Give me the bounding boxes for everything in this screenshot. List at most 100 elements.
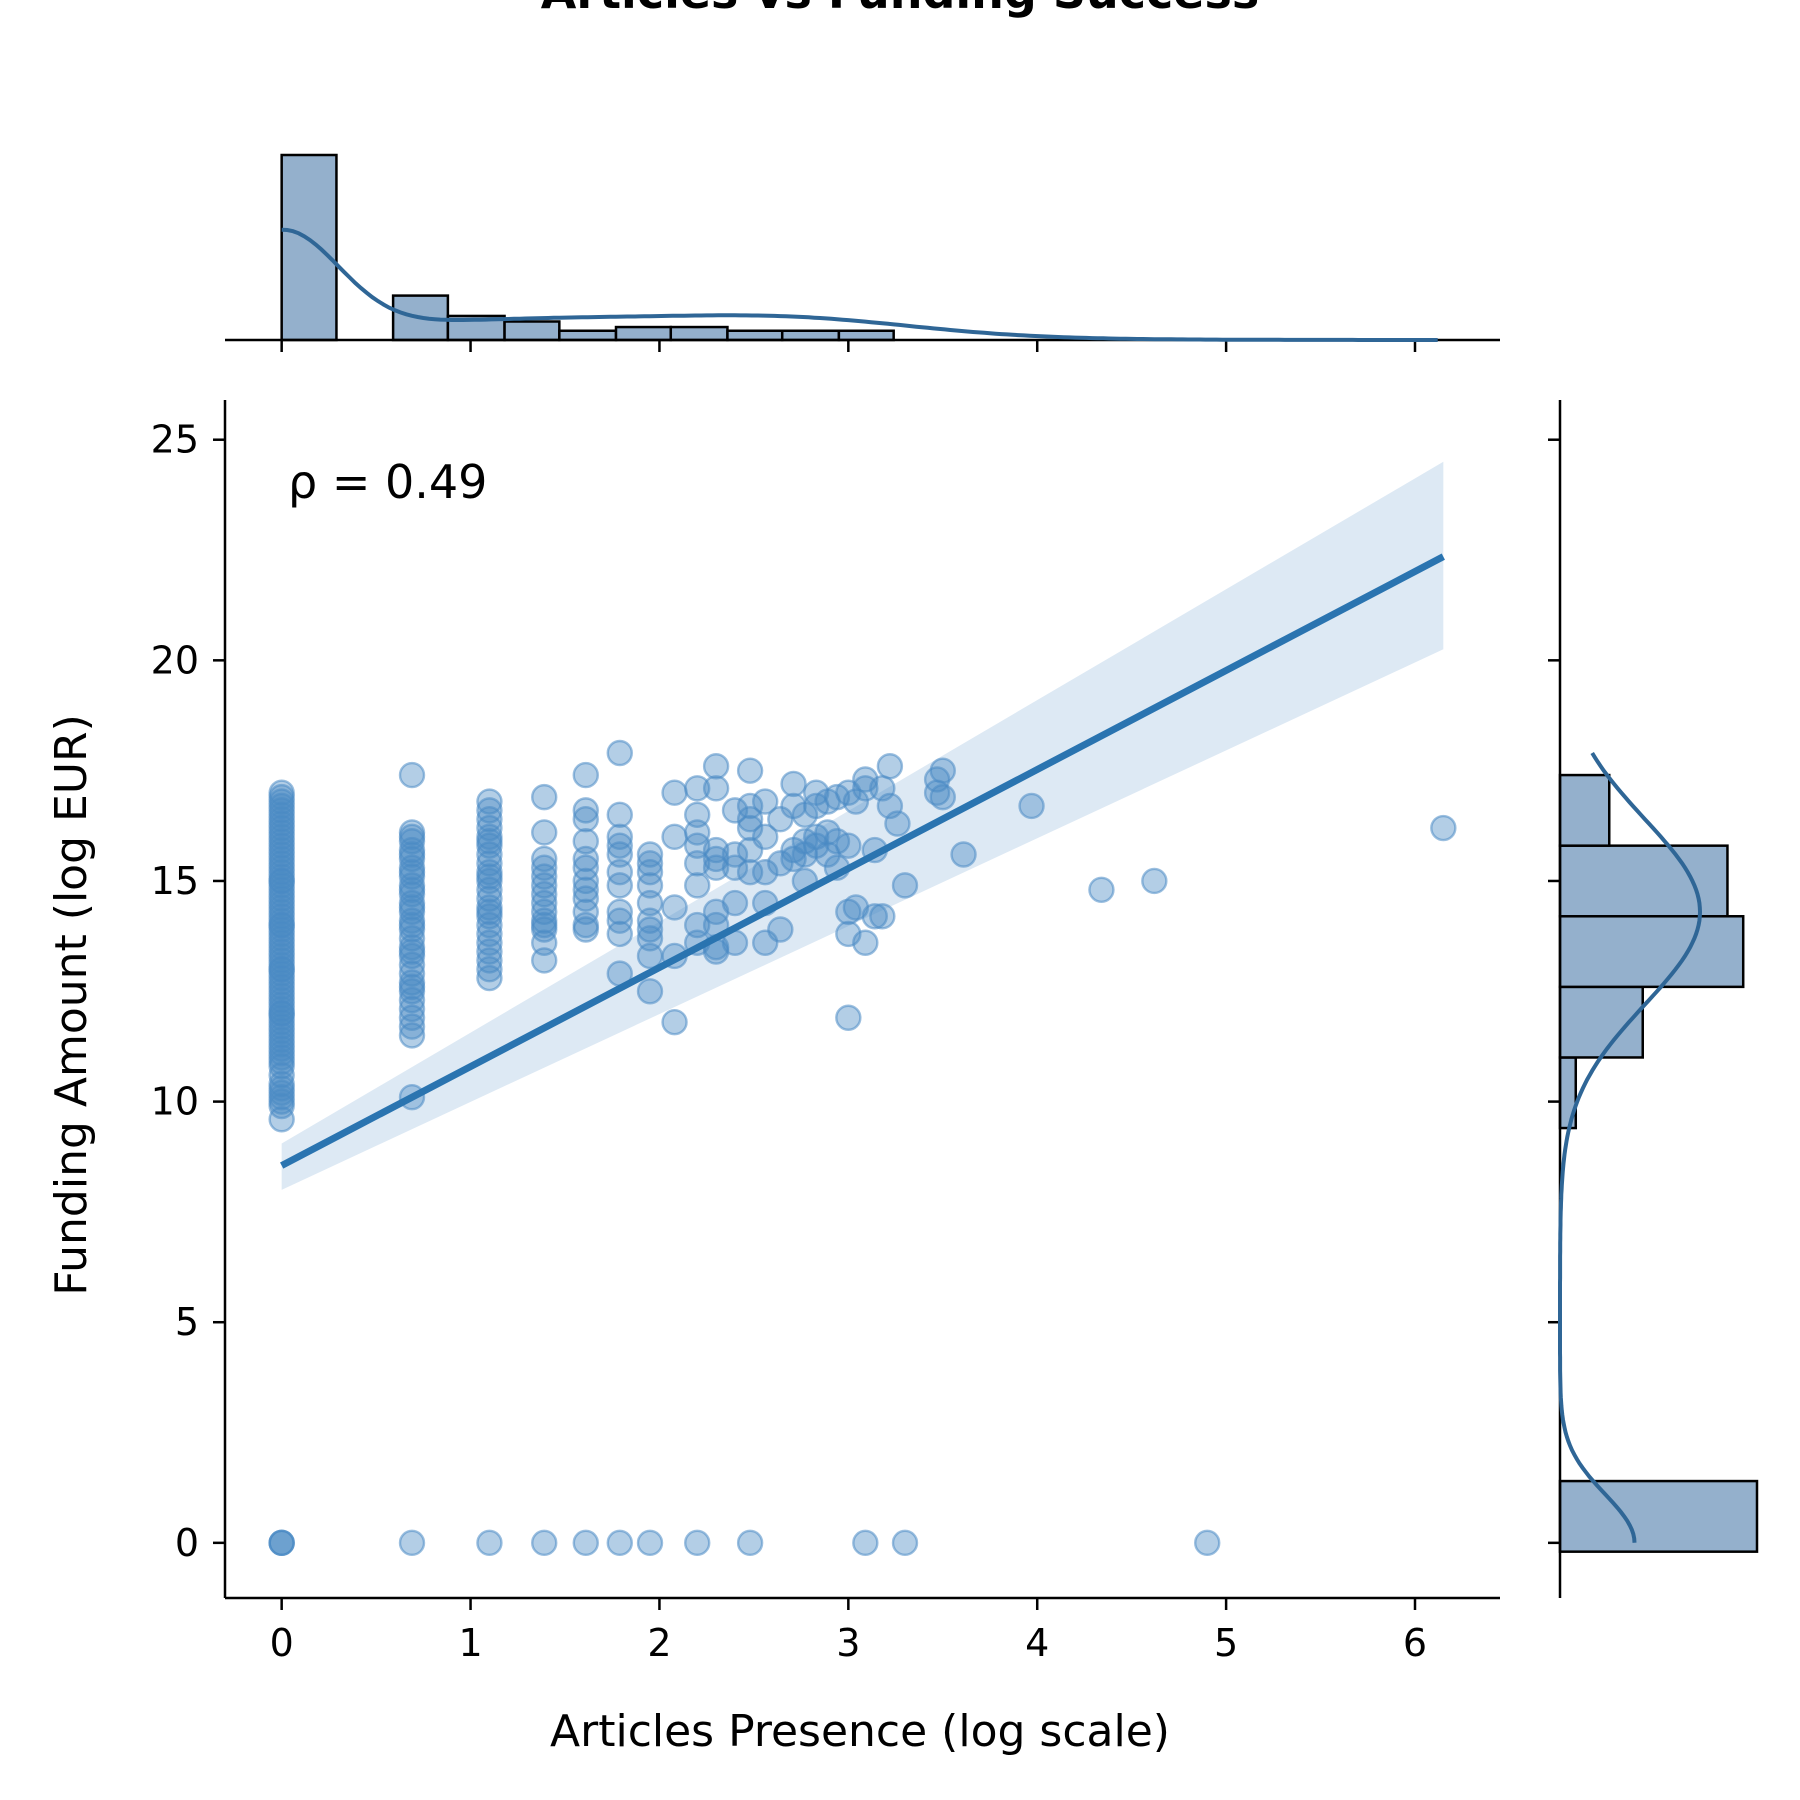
top-hist-bar: [780, 329, 841, 342]
data-point: [702, 753, 730, 780]
data-point: [736, 792, 764, 820]
top-marginal-histogram: [225, 153, 1500, 352]
top-hist-bar: [280, 153, 338, 342]
data-point: [1430, 814, 1457, 842]
data-point: [636, 978, 664, 1005]
data-point: [1141, 867, 1168, 895]
data-point: [531, 819, 558, 846]
data-point: [950, 841, 977, 868]
data-point: [684, 775, 711, 802]
right-hist-bar: [1558, 773, 1611, 847]
data-point: [268, 792, 295, 820]
data-point: [1194, 1529, 1221, 1557]
x-tick-label: 5: [1214, 1621, 1238, 1665]
right-hist-bar: [1558, 915, 1745, 989]
data-point: [736, 805, 764, 833]
data-point: [1018, 792, 1045, 820]
data-point: [606, 920, 633, 948]
x-tick-label: 4: [1025, 1621, 1049, 1665]
y-tick-label: 5: [175, 1300, 199, 1344]
x-tick-label: 6: [1403, 1621, 1427, 1665]
data-point: [752, 823, 779, 851]
x-tick-label: 2: [647, 1621, 671, 1665]
data-point: [1088, 876, 1115, 903]
data-point: [572, 885, 599, 912]
data-point: [268, 986, 295, 1014]
data-point: [606, 858, 633, 886]
data-point: [721, 889, 749, 917]
data-point: [268, 911, 295, 939]
x-tick-label: 0: [270, 1621, 294, 1665]
data-point: [476, 956, 503, 983]
data-point: [268, 867, 295, 895]
top-hist-bar: [614, 325, 673, 342]
data-point: [835, 898, 862, 926]
data-point: [572, 854, 599, 881]
main-scatter-plot: [268, 461, 1457, 1557]
data-point: [398, 973, 426, 1001]
data-point: [606, 739, 633, 767]
data-point: [842, 788, 870, 815]
data-point: [606, 907, 633, 934]
data-point: [891, 1529, 919, 1557]
scatter-points: [268, 739, 1457, 1557]
chart-title: Articles vs Funding Success: [541, 0, 1259, 19]
correlation-annotation: ρ = 0.49: [288, 455, 487, 509]
data-point: [767, 916, 794, 943]
data-point: [891, 872, 919, 899]
data-point: [606, 832, 633, 859]
data-point: [636, 916, 664, 943]
data-point: [268, 1022, 295, 1049]
data-point: [736, 814, 764, 842]
data-point: [702, 854, 730, 881]
data-point: [268, 1048, 295, 1076]
data-point: [684, 1529, 711, 1557]
top-hist-bar: [726, 329, 784, 342]
data-point: [398, 1529, 426, 1557]
x-tick-label: 1: [458, 1621, 482, 1665]
axes: 0 1 2 3 4 5 6 0 5 10 15 20 25: [151, 400, 1500, 1665]
data-point: [531, 783, 558, 811]
right-marginal-histogram: [1548, 400, 1759, 1598]
data-point: [861, 903, 888, 930]
data-point: [684, 872, 711, 899]
y-axis-label: Funding Amount (log EUR): [46, 714, 97, 1296]
data-point: [476, 1529, 503, 1557]
data-point: [835, 832, 862, 859]
data-point: [572, 876, 599, 903]
data-point: [268, 1083, 295, 1111]
data-point: [606, 801, 633, 828]
x-axis-label: Articles Presence (log scale): [550, 1706, 1170, 1757]
data-point: [476, 828, 503, 855]
y-tick-label: 25: [151, 418, 199, 462]
top-hist-bar: [558, 329, 618, 342]
data-point: [721, 841, 749, 868]
data-point: [736, 1529, 764, 1557]
data-point: [268, 1106, 295, 1133]
data-point: [398, 938, 426, 965]
data-point: [736, 757, 764, 784]
data-point: [835, 1004, 862, 1031]
data-point: [531, 911, 558, 939]
data-point: [268, 956, 295, 983]
data-point: [661, 823, 688, 851]
data-point: [606, 1529, 633, 1557]
data-point: [268, 1529, 295, 1557]
y-tick-label: 15: [151, 859, 199, 903]
data-point: [268, 881, 295, 908]
y-tick-label: 10: [151, 1080, 199, 1124]
data-point: [398, 1013, 426, 1040]
data-point: [268, 1092, 295, 1120]
y-tick-label: 0: [175, 1521, 199, 1565]
right-hist-bar: [1558, 844, 1729, 918]
data-point: [531, 947, 558, 974]
data-point: [572, 761, 599, 789]
top-kde-curve: [281, 227, 1438, 342]
data-point: [572, 1529, 599, 1557]
data-point: [661, 1008, 688, 1036]
regression-line: [280, 553, 1445, 1169]
data-point: [572, 797, 599, 824]
data-point: [606, 898, 633, 926]
data-point: [884, 810, 911, 837]
